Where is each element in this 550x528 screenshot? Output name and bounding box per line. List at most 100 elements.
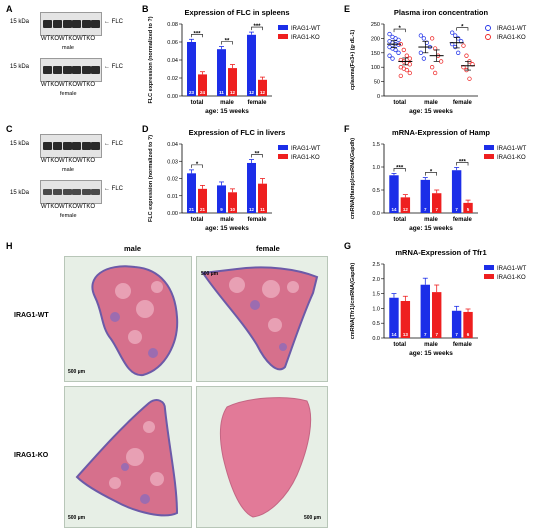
sig-bracket — [251, 154, 263, 158]
bar-wt — [420, 284, 430, 338]
data-point-wt — [396, 37, 401, 42]
x-tick-label: total — [393, 100, 406, 106]
y-axis-label: cmRNA(Hamp)/cmRNA(Gapdh) — [350, 138, 356, 219]
bar-wt — [389, 175, 399, 213]
blot-female-liver — [40, 180, 102, 204]
bar-ko — [463, 311, 473, 338]
histo-male-ko: 500 µm — [64, 386, 192, 528]
band-label-text: FLC — [111, 141, 124, 147]
scale-bar-label: 500 µm — [201, 271, 219, 277]
data-point-ko — [438, 59, 444, 64]
sig-label: * — [398, 26, 401, 32]
y-tick-label: 0.04 — [167, 142, 178, 148]
lane-labels: WTKOWTKOWTKO — [41, 82, 95, 88]
sig-label: * — [196, 162, 199, 168]
x-tick-label: total — [191, 217, 204, 223]
sig-bracket — [456, 162, 469, 166]
sig-bracket — [393, 168, 406, 172]
sig-bracket — [425, 172, 437, 176]
chart-b: Expression of FLC in spleens 0.00 0.02 0.04… — [148, 8, 321, 115]
data-point-ko — [467, 76, 472, 81]
legend-label: IRAG1-WT — [497, 266, 527, 272]
spleen-section-image — [75, 399, 179, 517]
band-label-text: FLC — [111, 19, 124, 25]
band-label-text: FLC — [111, 186, 124, 192]
scale-bar-label: 500 µm — [68, 369, 86, 375]
n-label: 7 — [455, 207, 458, 212]
row-label-wt: IRAG1-WT — [14, 312, 49, 319]
y-axis-label: cmRNA(Tfr1)/cmRNA(Gapdh) — [350, 263, 356, 340]
sig-label: *** — [253, 24, 261, 30]
bar-ko — [432, 292, 442, 338]
data-point-ko — [407, 56, 412, 61]
x-tick-label: female — [453, 100, 473, 106]
band-label-flc: ← FLC — [104, 186, 124, 192]
bar-ko — [258, 79, 267, 96]
y-axis-label: cplasma(Fe3+) (g·dL-1) — [350, 30, 356, 91]
data-point-ko — [429, 36, 435, 41]
histo-female-ko: 500 µm — [196, 386, 328, 528]
chart-title: mRNA-Expression of Hamp — [392, 128, 490, 137]
legend-label: IRAG1-WT — [291, 146, 321, 152]
y-tick-label: 1.5 — [372, 142, 380, 148]
n-label: 23 — [189, 90, 195, 95]
y-tick-label: 0 — [377, 94, 380, 100]
legend-swatch — [484, 265, 494, 270]
x-axis-label: age: 15 weeks — [205, 108, 249, 115]
sig-bracket — [456, 27, 469, 31]
n-label: 6 — [467, 332, 470, 337]
y-axis-label: FLC expression (normalized to ?) — [148, 135, 154, 222]
data-point-wt — [396, 50, 401, 55]
data-point-wt — [421, 56, 427, 61]
marker-label: 15 kDa — [10, 19, 30, 25]
histo-female-wt: 500 µm — [196, 256, 328, 382]
n-label: 12 — [230, 90, 236, 95]
legend-label: IRAG1-KO — [291, 35, 320, 41]
n-label: 21 — [200, 207, 206, 212]
bar-wt — [247, 162, 256, 213]
y-tick-label: 1.0 — [372, 306, 380, 312]
x-axis-label: age: 15 weeks — [409, 108, 453, 115]
panel-letter-c: C — [6, 124, 13, 134]
n-label: 7 — [435, 207, 438, 212]
y-tick-label: 0.04 — [167, 58, 178, 64]
panel-letter-b: B — [142, 4, 149, 14]
sig-label: * — [430, 170, 433, 176]
legend-label: IRAG1-WT — [497, 26, 527, 32]
bar-ko — [463, 202, 473, 213]
lane-labels: WTKOWTKOWTKO — [41, 36, 95, 42]
bar-wt — [187, 173, 196, 213]
band-label-text: FLC — [111, 64, 124, 70]
bar-wt — [217, 49, 226, 96]
n-label: 5 — [467, 207, 470, 212]
y-tick-label: 0.0 — [372, 211, 380, 217]
y-tick-label: 1.5 — [372, 292, 380, 298]
row-label-ko: IRAG1-KO — [14, 452, 49, 459]
x-tick-label: female — [247, 217, 267, 223]
y-tick-label: 0.00 — [167, 211, 178, 217]
sig-bracket — [251, 26, 263, 31]
x-tick-label: female — [453, 342, 473, 348]
legend-swatch — [484, 145, 494, 150]
y-tick-label: 100 — [371, 65, 380, 71]
y-tick-label: 150 — [371, 51, 380, 57]
chart-g: mRNA-Expression of Tfr1 0.0 0.5 1.0 1.5 2.0 2.… — [350, 248, 527, 357]
data-point-wt — [453, 33, 458, 38]
n-label: 12 — [403, 207, 409, 212]
x-tick-label: male — [220, 100, 234, 106]
bar-wt — [451, 170, 462, 213]
y-tick-label: 200 — [371, 36, 380, 42]
legend-swatch — [484, 274, 494, 279]
n-label: 7 — [455, 332, 458, 337]
sig-bracket — [191, 34, 203, 38]
legend-label: IRAG1-WT — [291, 26, 321, 32]
data-point-ko — [432, 46, 438, 51]
sig-bracket — [191, 164, 203, 168]
data-point-ko — [398, 73, 403, 78]
sig-label: *** — [193, 31, 201, 37]
y-tick-label: 0.06 — [167, 40, 178, 46]
sig-bracket — [221, 41, 233, 45]
lane-labels: WTKOWTKOWTKO — [41, 204, 95, 210]
x-tick-label: total — [393, 342, 406, 348]
data-point-ko — [401, 47, 406, 53]
